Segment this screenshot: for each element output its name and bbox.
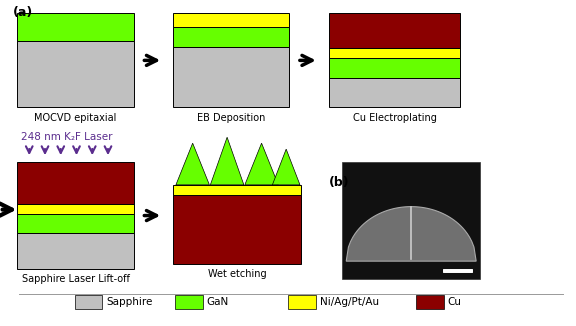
Text: MOCVD epitaxial: MOCVD epitaxial: [35, 113, 117, 124]
Bar: [328, 78, 460, 108]
Text: EB Deposition: EB Deposition: [197, 113, 265, 124]
Polygon shape: [210, 137, 244, 185]
Bar: [328, 13, 460, 48]
Bar: [173, 27, 289, 47]
Polygon shape: [272, 149, 300, 185]
Bar: [17, 233, 134, 269]
Bar: [173, 185, 301, 195]
Bar: [17, 214, 134, 233]
Bar: [173, 47, 289, 108]
Polygon shape: [346, 207, 476, 261]
Bar: [17, 13, 134, 41]
Bar: [342, 162, 480, 279]
Text: Cu: Cu: [448, 297, 461, 307]
Bar: [328, 48, 460, 58]
Bar: [74, 295, 102, 309]
Bar: [173, 195, 301, 264]
Bar: [443, 269, 472, 272]
Polygon shape: [245, 143, 278, 185]
Bar: [288, 295, 316, 309]
Bar: [328, 58, 460, 78]
Text: Sapphire: Sapphire: [106, 297, 153, 307]
Text: Sapphire Laser Lift-off: Sapphire Laser Lift-off: [21, 274, 130, 284]
Bar: [17, 204, 134, 214]
Text: GaN: GaN: [206, 297, 229, 307]
Text: 248 nm K₂F Laser: 248 nm K₂F Laser: [21, 132, 113, 142]
Bar: [17, 162, 134, 204]
Polygon shape: [176, 143, 210, 185]
Bar: [416, 295, 444, 309]
Text: Ni/Ag/Pt/Au: Ni/Ag/Pt/Au: [320, 297, 379, 307]
Text: Cu Electroplating: Cu Electroplating: [353, 113, 437, 124]
Bar: [173, 13, 289, 27]
Text: Wet etching: Wet etching: [207, 269, 266, 279]
Text: (a): (a): [13, 6, 33, 19]
Bar: [17, 41, 134, 108]
Text: (b): (b): [328, 176, 349, 189]
Bar: [175, 295, 203, 309]
